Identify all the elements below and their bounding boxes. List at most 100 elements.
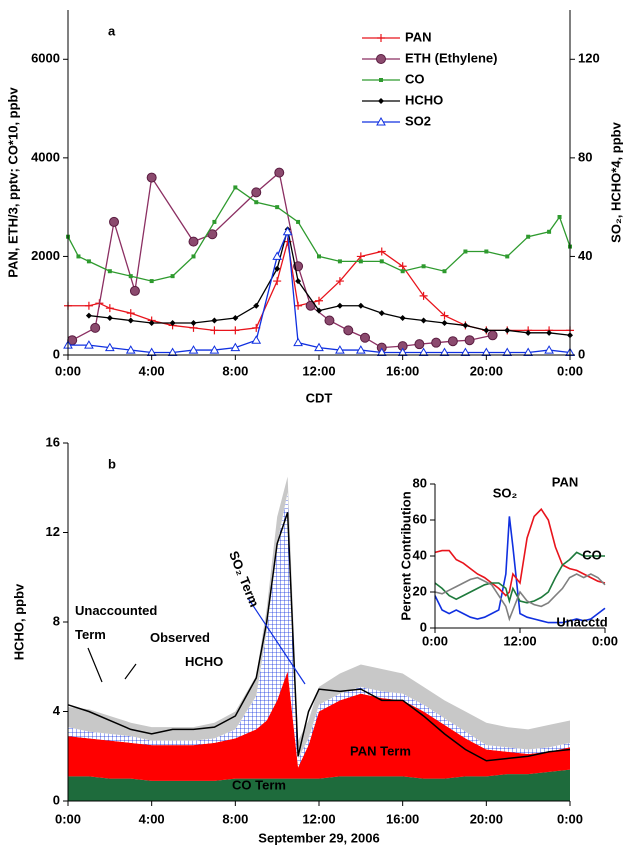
marker xyxy=(460,347,471,357)
legend-label: PAN xyxy=(405,29,431,44)
marker xyxy=(253,302,260,309)
marker xyxy=(254,200,259,205)
x-axis-label: September 29, 2006 xyxy=(258,830,379,845)
y2-axis-label: SO₂, HCHO*4, ppbv xyxy=(608,121,623,242)
panel: 0:00 4:00 8:00 12:00 16:00 20:00 0:00 0 2000 4000… xyxy=(5,10,623,405)
y-axis-label: PAN, ETH/3, pptv; CO*10, ppbv xyxy=(5,87,20,278)
x-tick-label: 0:00 xyxy=(55,363,81,378)
marker xyxy=(188,236,199,247)
marker xyxy=(378,98,384,104)
y-tick-label: 2000 xyxy=(31,248,60,263)
marker xyxy=(170,274,175,279)
marker xyxy=(335,277,344,286)
marker xyxy=(414,339,425,350)
marker xyxy=(107,269,112,274)
marker xyxy=(109,216,120,227)
marker xyxy=(356,252,365,261)
marker xyxy=(251,187,262,198)
series-label: Unaccounted Term xyxy=(75,603,161,642)
marker xyxy=(336,302,343,309)
marker xyxy=(343,325,354,336)
series-label: SO₂ xyxy=(493,485,518,500)
marker xyxy=(84,301,93,310)
panel: 0:00 4:00 8:00 12:00 16:00 20:00 0:000481216bS… xyxy=(11,434,583,845)
marker xyxy=(274,167,285,178)
marker xyxy=(419,291,428,300)
label-leader xyxy=(247,597,306,685)
marker xyxy=(315,296,323,305)
marker xyxy=(146,172,157,183)
x-tick-label: 16:00 xyxy=(386,363,419,378)
marker xyxy=(378,310,385,317)
series-label: Observed HCHO xyxy=(150,630,223,669)
x-tick-label: 4:00 xyxy=(139,363,165,378)
marker xyxy=(376,347,387,357)
y-tick-label: 20 xyxy=(413,583,427,598)
marker xyxy=(464,335,475,346)
y-tick-label: 8 xyxy=(53,613,60,628)
marker xyxy=(104,342,115,352)
marker xyxy=(324,315,335,326)
marker xyxy=(379,259,384,264)
x-tick-label: 20:00 xyxy=(470,811,503,826)
marker xyxy=(295,278,302,285)
x-tick-label: 4:00 xyxy=(139,811,165,826)
marker xyxy=(274,265,281,272)
marker xyxy=(376,116,386,126)
x-tick-label: 0:00 xyxy=(55,811,81,826)
marker xyxy=(462,322,469,329)
marker xyxy=(447,336,458,347)
x-tick-label: 0:00 xyxy=(557,363,583,378)
y-tick-label: 40 xyxy=(413,547,427,562)
marker xyxy=(294,301,303,310)
marker xyxy=(148,319,155,326)
marker xyxy=(76,254,81,259)
marker xyxy=(440,311,449,320)
stacked-area xyxy=(68,671,570,781)
x-axis-label: CDT xyxy=(306,390,333,405)
marker xyxy=(441,319,448,326)
marker xyxy=(128,274,133,279)
x-tick-label: 12:00 xyxy=(503,633,536,648)
marker xyxy=(360,332,371,343)
marker xyxy=(355,345,366,354)
y-tick-label: 0 xyxy=(53,346,60,361)
series-label: PAN xyxy=(552,474,578,489)
y-tick-label: 6000 xyxy=(31,51,60,66)
marker xyxy=(86,259,91,264)
marker xyxy=(483,327,490,334)
marker xyxy=(106,315,113,322)
series-label: Unacctd xyxy=(556,614,607,629)
series-line xyxy=(434,516,606,624)
marker xyxy=(125,345,136,354)
x-tick-label: 0:00 xyxy=(557,811,583,826)
marker xyxy=(420,317,427,324)
y-tick-label: 0 xyxy=(53,792,60,807)
marker xyxy=(282,226,293,236)
marker xyxy=(169,319,176,326)
y-tick-label: 12 xyxy=(46,524,60,539)
series-line xyxy=(434,573,606,622)
label-leader xyxy=(87,647,103,683)
legend-label: CO xyxy=(405,71,425,86)
marker xyxy=(399,315,406,322)
x-tick-label: 8:00 xyxy=(222,811,248,826)
x-tick-label: 12:00 xyxy=(302,811,335,826)
marker xyxy=(126,309,135,318)
y-axis-label: Percent Contribution xyxy=(398,491,413,620)
marker xyxy=(211,317,218,324)
marker xyxy=(85,312,92,319)
marker xyxy=(431,337,442,348)
marker xyxy=(379,78,383,82)
marker xyxy=(418,347,429,357)
marker xyxy=(105,304,114,313)
marker xyxy=(523,347,534,357)
y-tick-label: 4000 xyxy=(31,149,60,164)
y2-tick-label: 40 xyxy=(578,248,592,263)
marker xyxy=(377,247,386,256)
marker xyxy=(251,335,262,344)
panel-label: b xyxy=(108,456,116,471)
x-tick-label: 0:00 xyxy=(422,633,448,648)
legend-label: SO2 xyxy=(405,113,431,128)
